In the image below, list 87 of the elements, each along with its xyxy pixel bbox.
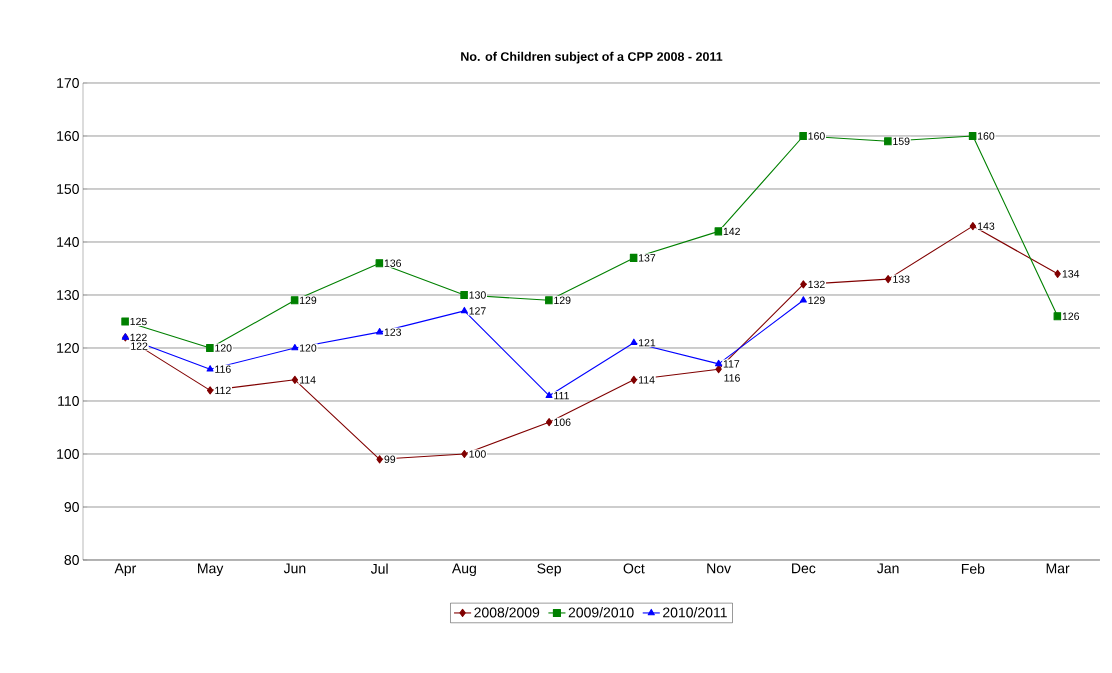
data-label: 136 (384, 259, 402, 267)
data-label: 129 (300, 296, 317, 305)
point (1054, 269, 1061, 278)
point (291, 343, 299, 351)
x-tick-label: Sep (537, 563, 561, 577)
x-tick-label: May (198, 563, 224, 577)
legend-label: 2010/2011 (663, 607, 727, 618)
data-label: 159 (893, 137, 910, 146)
legend-label: 2009/2010 (568, 607, 634, 618)
chart-title: No. of Children subject of a CPP 2008 - 2011 (461, 51, 723, 64)
data-label: 133 (893, 275, 910, 283)
data-label: 117 (723, 360, 740, 368)
x-tick-label: Oct (623, 563, 645, 574)
y-tick-label: 90 (64, 502, 79, 512)
data-label: 160 (978, 132, 995, 140)
point (375, 259, 384, 268)
point (884, 137, 893, 146)
point (630, 338, 638, 345)
data-label: 130 (469, 291, 486, 299)
data-label: 111 (554, 392, 569, 400)
data-label: 125 (130, 317, 147, 326)
data-label: 121 (639, 339, 656, 347)
x-tick-label: Nov (707, 563, 732, 574)
data-label: 129 (554, 296, 571, 305)
x-tick-label: Jun (283, 563, 306, 574)
data-label: 123 (384, 328, 402, 336)
point (1053, 312, 1062, 321)
data-label: 116 (724, 374, 740, 382)
point (206, 343, 215, 353)
data-label: 134 (1062, 270, 1080, 278)
x-tick-label: Jan (877, 563, 899, 574)
point (206, 386, 214, 395)
y-tick-label: 130 (57, 290, 79, 300)
data-label: 106 (554, 418, 571, 426)
point (799, 296, 807, 303)
point (545, 296, 554, 305)
point (545, 418, 553, 427)
point (799, 131, 808, 141)
data-label: 112 (215, 386, 231, 395)
data-label: 137 (639, 254, 656, 262)
point (460, 290, 469, 300)
data-label: 142 (723, 227, 740, 236)
y-tick-label: 150 (57, 184, 79, 194)
x-tick-label: Feb (961, 563, 985, 574)
point (714, 227, 723, 236)
point (715, 359, 723, 367)
y-tick-label: 120 (57, 343, 79, 353)
point (376, 328, 384, 335)
point (884, 275, 892, 284)
point (969, 222, 977, 231)
y-tick-label: 140 (57, 237, 79, 247)
data-label: 100 (469, 450, 486, 458)
data-label: 126 (1062, 312, 1080, 320)
point (460, 306, 468, 314)
point (800, 280, 807, 289)
data-label: 127 (469, 307, 486, 315)
data-label: 160 (808, 132, 825, 140)
x-tick-label: Dec (792, 563, 816, 574)
data-label: 120 (215, 344, 232, 352)
point (291, 375, 299, 384)
point (630, 375, 638, 384)
point (121, 317, 130, 326)
y-tick-label: 110 (58, 396, 79, 406)
data-label: 114 (300, 376, 316, 384)
y-tick-label: 170 (57, 78, 79, 88)
x-tick-label: Jul (370, 563, 388, 574)
x-tick-label: Mar (1046, 563, 1070, 574)
y-tick-label: 100 (57, 449, 79, 459)
point (376, 455, 383, 464)
legend-label: 2008/2009 (474, 607, 540, 618)
data-label: 99 (384, 455, 396, 464)
data-label: 114 (639, 376, 655, 384)
data-label: 122 (130, 333, 147, 342)
y-tick-label: 160 (57, 131, 79, 141)
data-label: 122 (131, 342, 148, 350)
x-tick-label: Apr (114, 563, 137, 577)
point (461, 449, 468, 459)
data-label: 132 (808, 280, 825, 289)
y-tick-label: 80 (64, 555, 79, 565)
data-label: 129 (808, 296, 825, 305)
point (206, 365, 214, 372)
data-label: 116 (215, 365, 231, 373)
point (545, 391, 553, 398)
point (715, 365, 722, 374)
data-label: 120 (300, 344, 317, 352)
data-label: 143 (978, 222, 995, 230)
x-tick-label: Aug (451, 563, 476, 577)
